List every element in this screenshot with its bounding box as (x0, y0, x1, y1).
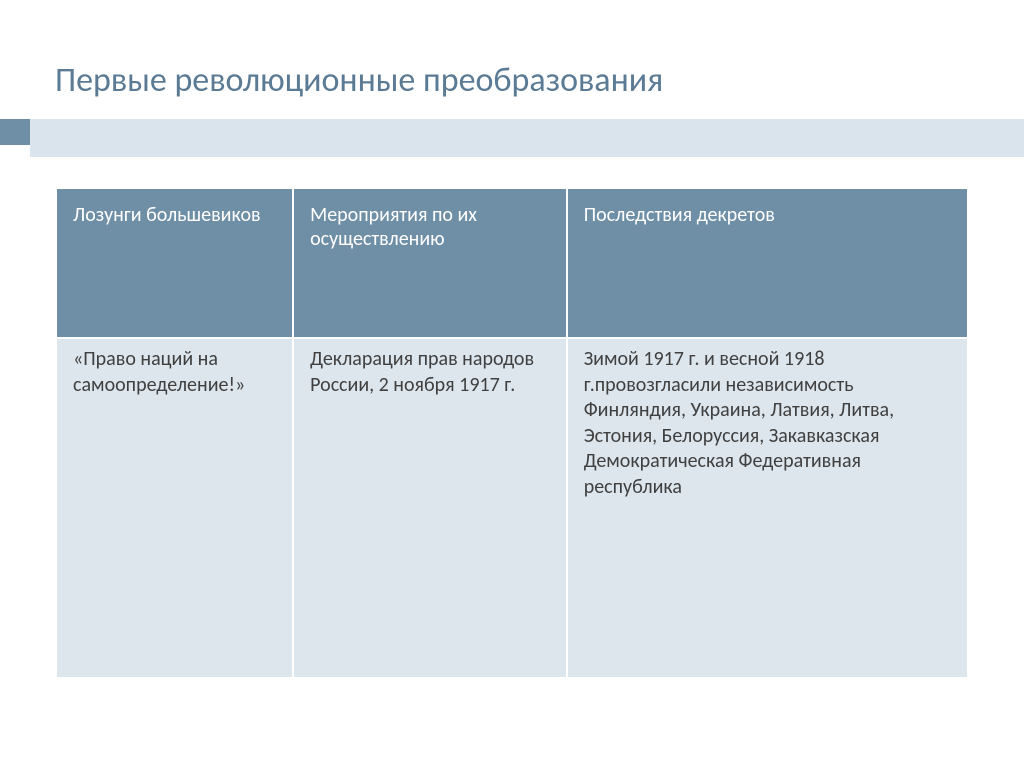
accent-bar-left (0, 119, 30, 145)
cell-slogan: «Право наций на самоопределение!» (56, 338, 293, 678)
table-row: «Право наций на самоопределение!» Деклар… (56, 338, 968, 678)
table-container: Лозунги большевиков Мероприятия по их ос… (0, 157, 1024, 679)
accent-bar-right (30, 119, 1024, 157)
page-title: Первые революционные преобразования (0, 60, 1024, 119)
col-header-slogans: Лозунги большевиков (56, 188, 293, 338)
transformations-table: Лозунги большевиков Мероприятия по их ос… (55, 187, 969, 679)
accent-bar (0, 119, 1024, 157)
table-header-row: Лозунги большевиков Мероприятия по их ос… (56, 188, 968, 338)
col-header-measures: Мероприятия по их осуществлению (293, 188, 567, 338)
col-header-consequences: Последствия декретов (567, 188, 968, 338)
cell-consequence: Зимой 1917 г. и весной 1918 г.провозглас… (567, 338, 968, 678)
slide: Первые революционные преобразования Лозу… (0, 0, 1024, 767)
cell-measure: Декларация прав народов России, 2 ноября… (293, 338, 567, 678)
